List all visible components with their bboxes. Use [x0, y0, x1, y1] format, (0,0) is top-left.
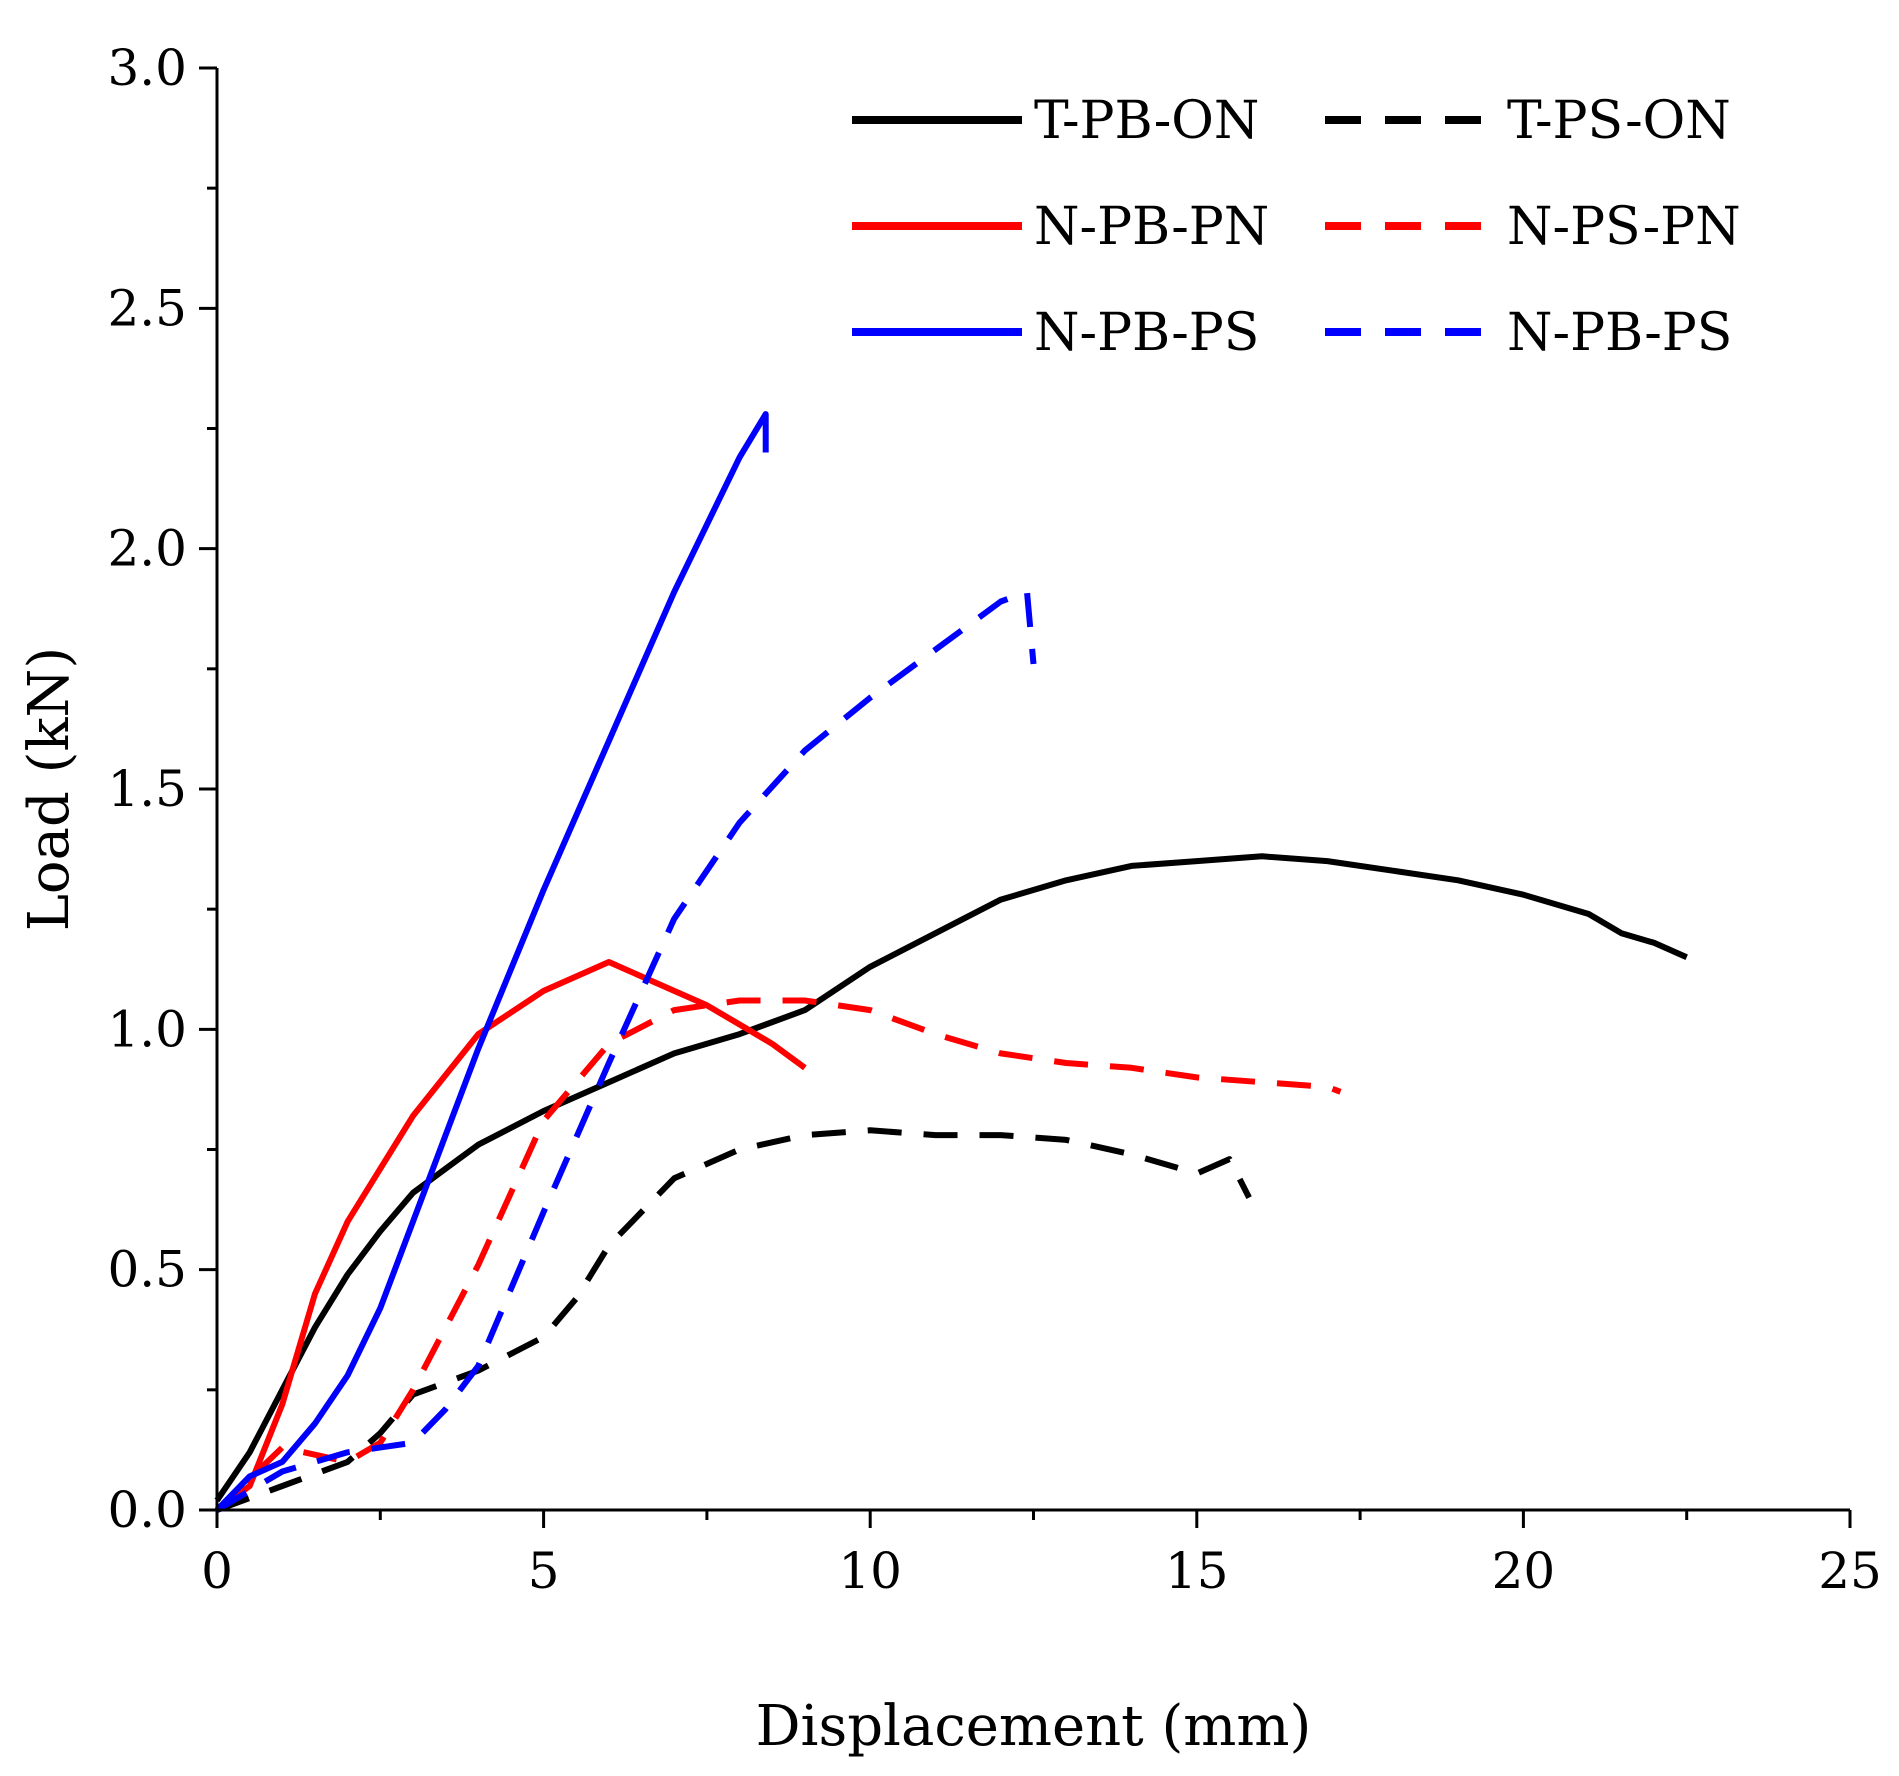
y-tick-label: 0.5: [107, 1241, 187, 1299]
x-axis-ticks: 0 5 10 15 20 25: [201, 1510, 1882, 1600]
y-tick-label: 1.5: [107, 760, 187, 818]
y-axis-title: Load (kN): [17, 647, 82, 932]
x-tick-label: 15: [1165, 1542, 1229, 1600]
series-line-n-pb-ps-dashed: [215, 588, 1037, 1513]
legend-label: T-PS-ON: [1507, 91, 1731, 151]
x-axis-title: Displacement (mm): [756, 1694, 1312, 1759]
x-tick-label: 5: [528, 1542, 560, 1600]
legend-label: N-PB-PS: [1507, 303, 1732, 363]
series-line-n-ps-pn-dashed: [214, 997, 1342, 1513]
y-tick-label: 1.0: [107, 1000, 187, 1058]
series-line-t-pb-on-solid: [214, 853, 1688, 1503]
legend-label: T-PB-ON: [1034, 91, 1259, 151]
series-line-t-ps-on-dashed: [215, 1127, 1252, 1513]
series-line-n-pb-ps-solid: [214, 411, 769, 1513]
y-tick-label: 3.0: [107, 39, 187, 97]
x-tick-label: 20: [1492, 1542, 1556, 1600]
x-tick-label: 25: [1818, 1542, 1882, 1600]
legend-label: N-PS-PN: [1507, 197, 1741, 257]
y-tick-label: 2.5: [107, 279, 187, 337]
plot-area: [214, 411, 1688, 1513]
legend-label: N-PB-PS: [1034, 303, 1259, 363]
y-tick-label: 0.0: [107, 1481, 187, 1539]
x-tick-label: 10: [838, 1542, 902, 1600]
y-axis-ticks: 0.0 0.5 1.0 1.5 2.0 2.5 3.0: [107, 39, 217, 1539]
legend: T-PB-ON T-PS-ON N-PB-PN N-PS-PN N-PB-PS N-PB-…: [852, 91, 1741, 363]
legend-label: N-PB-PN: [1034, 197, 1269, 257]
series-line-n-pb-pn-solid: [215, 959, 807, 1513]
y-tick-label: 2.0: [107, 520, 187, 578]
x-tick-label: 0: [201, 1542, 233, 1600]
